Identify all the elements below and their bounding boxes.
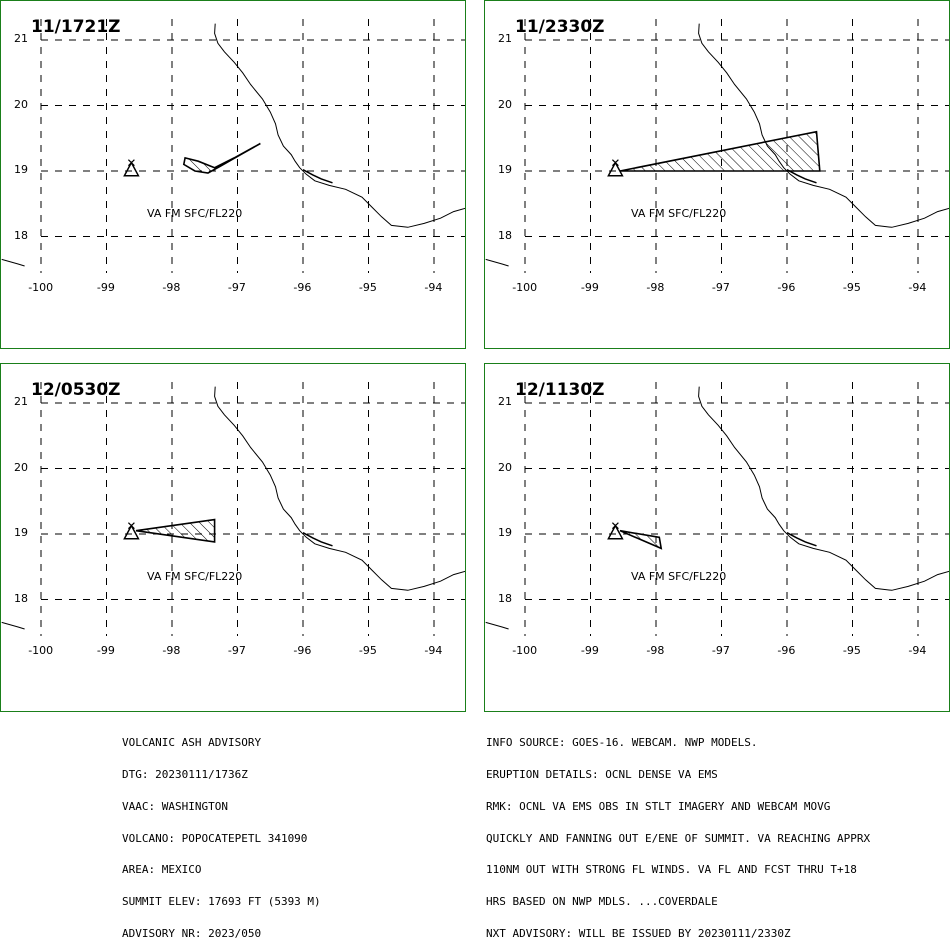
map-canvas	[485, 382, 949, 636]
latitude-label: 18	[14, 228, 28, 242]
coastline	[214, 386, 465, 591]
coastline	[698, 23, 949, 228]
volcano-triangle-icon	[607, 159, 624, 177]
advisory-line: QUICKLY AND FANNING OUT E/ENE OF SUMMIT.…	[486, 831, 871, 845]
map-panel-1: 11/1721Z VA FM SFC/FL220 21 20 19 18 -100 -99…	[0, 0, 466, 349]
longitude-label: -95	[358, 281, 377, 294]
advisory-line: 110NM OUT WITH STRONG FL WINDS. VA FL AN…	[486, 863, 857, 877]
advisory-line: ADVISORY NR: 2023/050	[122, 926, 262, 940]
map-panel-4: 12/1130Z VA FM SFC/FL220 21 20 19 18 -100 -99…	[484, 363, 950, 712]
latitude-label: 20	[498, 97, 512, 111]
latitude-label: 20	[498, 460, 512, 474]
longitude-label: -98	[162, 644, 181, 657]
longitude-label: -96	[293, 644, 312, 657]
ash-area-label: VA FM SFC/FL220	[147, 570, 243, 583]
advisory-line: HRS BASED ON NWP MDLS. ...COVERDALE	[486, 895, 718, 909]
coastline-lagoon	[786, 169, 817, 184]
longitude-label: -94	[908, 644, 927, 657]
coastline-lagoon	[302, 532, 333, 547]
coastline-west	[1, 621, 25, 630]
ash-cloud-polygon	[619, 130, 821, 172]
advisory-line: DTG: 20230111/1736Z	[122, 767, 248, 781]
longitude-label: -98	[646, 644, 665, 657]
advisory-line: AREA: MEXICO	[122, 863, 202, 877]
coastline-west	[485, 621, 509, 630]
map-panel-3: 12/0530Z VA FM SFC/FL220 21 20 19 18 -100 -99…	[0, 363, 466, 712]
longitude-label: -97	[227, 281, 246, 294]
longitude-label: -94	[424, 281, 443, 294]
advisory-line: INFO SOURCE: GOES-16. WEBCAM. NWP MODELS…	[486, 736, 758, 750]
longitude-label: -96	[293, 281, 312, 294]
volcano-triangle-icon	[123, 159, 140, 177]
forecast-time-label: 12/0530Z	[31, 380, 121, 400]
longitude-label: -96	[777, 281, 796, 294]
longitude-label: -100	[512, 644, 538, 657]
longitude-label: -100	[28, 281, 54, 294]
advisory-line: VOLCANIC ASH ADVISORY	[122, 736, 262, 750]
coastline-west	[485, 258, 509, 267]
forecast-time-label: 11/2330Z	[515, 17, 605, 37]
latitude-label: 20	[14, 460, 28, 474]
latitude-label: 18	[498, 591, 512, 605]
ash-area-label: VA FM SFC/FL220	[631, 207, 727, 220]
longitude-label: -95	[842, 281, 861, 294]
longitude-label: -98	[646, 281, 665, 294]
coastline	[214, 23, 465, 228]
latitude-label: 19	[14, 163, 28, 176]
map-canvas	[1, 19, 465, 273]
map-canvas	[1, 382, 465, 636]
longitude-label: -98	[162, 281, 181, 294]
longitude-label: -96	[777, 644, 796, 657]
longitude-label: -94	[908, 281, 927, 294]
longitude-label: -100	[512, 281, 538, 294]
ash-area-label: VA FM SFC/FL220	[631, 570, 727, 583]
latitude-label: 21	[498, 395, 512, 408]
coastline	[698, 386, 949, 591]
longitude-label: -99	[96, 281, 115, 294]
latitude-label: 18	[498, 228, 512, 242]
longitude-label: -99	[580, 644, 599, 657]
coastline-lagoon	[786, 532, 817, 547]
longitude-label: -95	[358, 644, 377, 657]
longitude-label: -100	[28, 644, 54, 657]
latitude-label: 21	[498, 32, 512, 45]
advisory-line: SUMMIT ELEV: 17693 FT (5393 M)	[122, 895, 321, 909]
ash-area-label: VA FM SFC/FL220	[147, 207, 243, 220]
latitude-label: 21	[14, 395, 28, 408]
longitude-label: -99	[96, 644, 115, 657]
advisory-remarks-block: INFO SOURCE: GOES-16. WEBCAM. NWP MODELS…	[486, 717, 870, 950]
advisory-line: VAAC: WASHINGTON	[122, 799, 228, 813]
longitude-label: -97	[227, 644, 246, 657]
latitude-label: 20	[14, 97, 28, 111]
latitude-label: 18	[14, 591, 28, 605]
coastline-west	[1, 258, 25, 267]
latitude-label: 19	[498, 163, 512, 176]
forecast-time-label: 12/1130Z	[515, 380, 605, 400]
advisory-line: ERUPTION DETAILS: OCNL DENSE VA EMS	[486, 767, 718, 781]
ash-cloud-polygon	[619, 529, 663, 550]
advisory-line: RMK: OCNL VA EMS OBS IN STLT IMAGERY AND…	[486, 799, 831, 813]
ash-cloud-polygon	[135, 518, 216, 543]
map-canvas	[485, 19, 949, 273]
forecast-time-label: 11/1721Z	[31, 17, 121, 37]
volcano-triangle-icon	[123, 522, 140, 540]
volcano-triangle-icon	[607, 522, 624, 540]
coastline-lagoon	[302, 169, 333, 184]
map-panel-2: 11/2330Z VA FM SFC/FL220 21 20 19 18 -100 -99…	[484, 0, 950, 349]
advisory-line: VOLCANO: POPOCATEPETL 341090	[122, 831, 308, 845]
latitude-label: 19	[498, 526, 512, 539]
longitude-label: -99	[580, 281, 599, 294]
longitude-label: -97	[711, 644, 730, 657]
longitude-label: -95	[842, 644, 861, 657]
latitude-label: 19	[14, 526, 28, 539]
longitude-label: -97	[711, 281, 730, 294]
latitude-label: 21	[14, 32, 28, 45]
advisory-header-block: VOLCANIC ASH ADVISORY DTG: 20230111/1736…	[122, 717, 321, 950]
longitude-label: -94	[424, 644, 443, 657]
advisory-line: NXT ADVISORY: WILL BE ISSUED BY 20230111…	[486, 926, 791, 940]
ash-cloud-polygon	[182, 142, 261, 174]
